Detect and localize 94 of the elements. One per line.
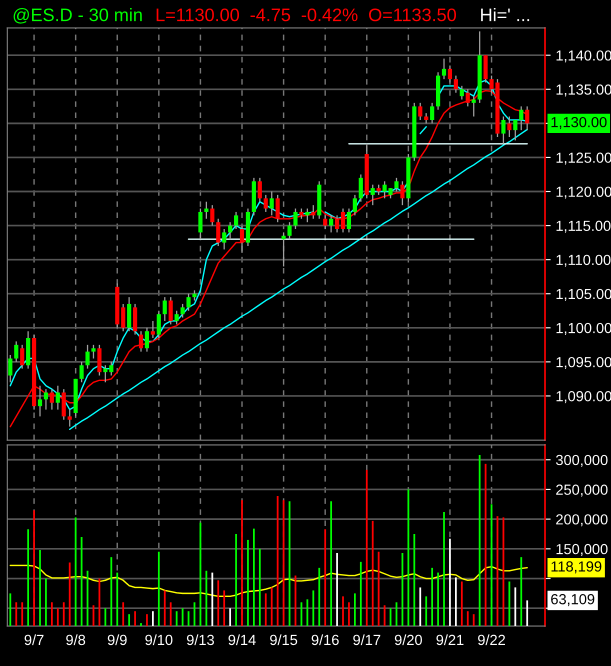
candlestick	[162, 296, 167, 322]
candlestick	[484, 54, 488, 84]
line-series	[10, 564, 528, 598]
candlestick	[144, 327, 150, 352]
candlestick	[270, 190, 274, 216]
candlestick	[394, 177, 399, 192]
candlestick	[258, 177, 262, 202]
candlestick	[68, 408, 72, 428]
candlestick	[329, 214, 334, 234]
candlestick	[168, 296, 173, 326]
candlestick	[62, 388, 66, 420]
y-tick-label: 1,115.00	[556, 220, 611, 233]
candlestick	[138, 330, 144, 352]
candlestick	[44, 388, 48, 410]
candlestick	[192, 290, 197, 302]
candlestick	[460, 85, 464, 100]
x-tick-label: 9/17	[353, 634, 380, 646]
x-tick-label: 9/22	[478, 634, 505, 646]
x-tick-label: 9/9	[108, 634, 127, 646]
y-tick-label: 1,110.00	[556, 254, 611, 267]
candlestick	[198, 208, 202, 240]
candlestick	[287, 222, 292, 240]
text: 1,130.00	[552, 116, 607, 130]
candlestick	[204, 201, 208, 220]
candlestick	[132, 303, 138, 336]
candlestick	[519, 106, 524, 131]
candlestick	[186, 293, 191, 312]
candlestick	[323, 214, 328, 230]
line-series	[69, 128, 528, 430]
candlestick	[448, 64, 452, 84]
chart-title: @ES.D - 30 min	[14, 8, 142, 24]
candlestick	[97, 344, 102, 376]
candlestick	[216, 218, 220, 247]
candlestick	[513, 119, 518, 142]
x-tick-label: 9/8	[66, 634, 86, 646]
candlestick	[376, 184, 381, 196]
chart-subtitle: L=1130.00 -4.75 -0.42% O=1133.50	[156, 8, 456, 22]
candlestick	[80, 361, 84, 383]
y-tick-label: 200,000	[556, 514, 608, 526]
candlestick	[276, 194, 280, 223]
candlestick	[305, 208, 310, 223]
x-tick-label: 9/15	[270, 634, 298, 646]
candlestick	[228, 222, 232, 240]
text: Hi=' ...	[481, 8, 530, 22]
candlestick	[299, 208, 304, 220]
candlestick	[454, 75, 458, 94]
y-tick-label: 300,000	[556, 454, 608, 467]
candlestick	[210, 204, 214, 226]
candlestick	[388, 187, 393, 199]
candlestick	[127, 296, 132, 332]
candlestick	[14, 340, 18, 362]
candlestick	[85, 344, 90, 370]
candlestick	[400, 180, 404, 206]
candlestick	[346, 208, 352, 234]
candlestick	[293, 208, 298, 230]
x-tick-label: 9/14	[228, 634, 256, 646]
text: 63,109	[551, 594, 594, 606]
x-tick-label: 9/13	[186, 634, 214, 646]
candlestick	[358, 174, 363, 202]
text: 118,199	[552, 561, 602, 574]
y-tick-label: 150,000	[556, 544, 608, 556]
candlestick	[56, 385, 60, 410]
x-tick-label: 9/16	[312, 634, 339, 646]
candlestick	[311, 204, 316, 220]
candlestick	[340, 208, 346, 234]
x-tick-label: 9/20	[394, 634, 422, 646]
candlestick	[472, 95, 476, 118]
candlestick	[264, 194, 268, 213]
candlestick	[156, 310, 161, 339]
x-tick-label: 9/10	[145, 634, 172, 646]
candlestick	[507, 116, 512, 138]
y-tick-label: 250,000	[556, 484, 608, 497]
x-tick-label: 9/7	[24, 634, 44, 646]
candlestick	[418, 102, 422, 121]
candlestick	[334, 214, 340, 234]
candlestick	[180, 303, 185, 318]
candlestick	[8, 354, 12, 383]
candlestick	[20, 344, 24, 370]
candlestick	[91, 344, 96, 360]
candlestick	[240, 224, 244, 254]
candlestick	[222, 228, 226, 250]
candlestick	[430, 102, 434, 124]
candlestick	[370, 184, 375, 206]
candlestick	[501, 116, 506, 144]
candlestick	[382, 180, 387, 199]
candlestick	[424, 112, 428, 124]
candlestick	[234, 211, 238, 230]
candlestick	[150, 320, 155, 339]
x-tick-label: 9/21	[436, 634, 464, 646]
candlestick	[50, 388, 54, 410]
candlestick	[442, 58, 446, 80]
candlestick	[352, 194, 357, 216]
candlestick	[174, 310, 179, 326]
candlestick	[38, 385, 42, 417]
